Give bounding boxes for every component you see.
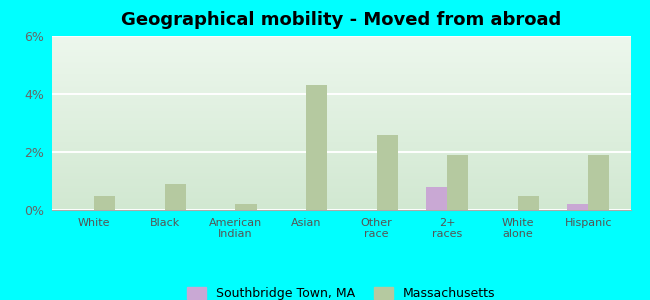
Bar: [165, 184, 186, 210]
Bar: [235, 204, 257, 210]
Title: Geographical mobility - Moved from abroad: Geographical mobility - Moved from abroa…: [121, 11, 562, 29]
Bar: [567, 204, 588, 210]
Bar: [94, 196, 116, 210]
Bar: [447, 155, 468, 210]
Legend: Southbridge Town, MA, Massachusetts: Southbridge Town, MA, Massachusetts: [182, 282, 500, 300]
Bar: [376, 135, 398, 210]
Bar: [517, 196, 539, 210]
Bar: [306, 85, 327, 210]
Bar: [426, 187, 447, 210]
Bar: [588, 155, 609, 210]
